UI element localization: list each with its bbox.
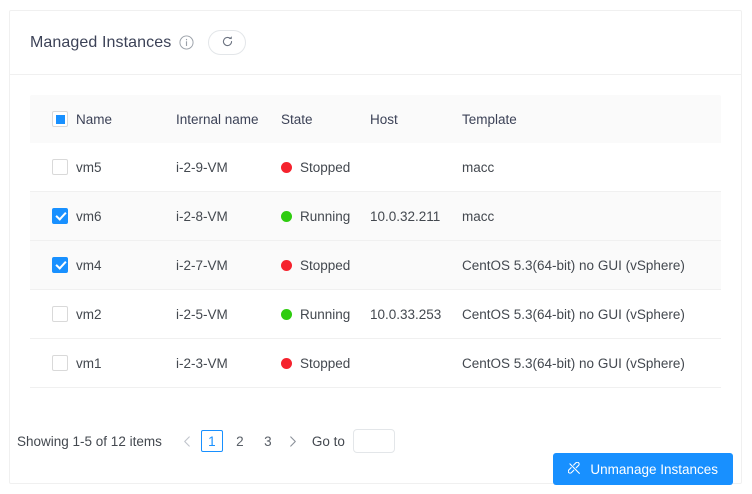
column-header-host[interactable]: Host [370,95,462,143]
cell-host: 10.0.33.253 [370,289,462,339]
cell-internal-name: i-2-5-VM [176,289,281,339]
status-label: Stopped [300,355,351,371]
select-all-header [30,95,76,143]
cell-internal-name: i-2-9-VM [176,143,281,192]
cell-host [370,143,462,192]
cell-template: macc [462,143,721,192]
row-checkbox[interactable] [52,355,68,372]
column-header-state[interactable]: State [281,95,370,143]
cell-template: CentOS 5.3(64-bit) no GUI (vSphere) [462,240,721,290]
table-row[interactable]: vm2 i-2-5-VM Running 10.0.33.253 CentOS … [30,289,721,339]
status-label: Running [300,208,351,224]
chevron-right-icon[interactable] [282,429,304,453]
page-title: Managed Instances [30,33,172,51]
pagination-page-1[interactable]: 1 [200,430,223,452]
cell-template: CentOS 5.3(64-bit) no GUI (vSphere) [462,289,721,339]
cell-internal-name: i-2-7-VM [176,240,281,290]
cell-template: CentOS 5.3(64-bit) no GUI (vSphere) [462,338,721,388]
cell-state: Stopped [281,338,370,388]
table-body: vm5 i-2-9-VM Stopped macc vm [30,143,721,388]
column-header-template[interactable]: Template [462,95,721,143]
row-select-cell [30,191,76,241]
cell-host [370,338,462,388]
column-header-name[interactable]: Name [76,95,176,143]
cell-state: Stopped [281,143,370,192]
cell-name: vm1 [76,338,176,388]
pagination: Showing 1-5 of 12 items 1 2 3 Go to [17,429,395,453]
action-bar: Unmanage Instances [10,453,743,485]
cell-template: macc [462,191,721,241]
table-row[interactable]: vm6 i-2-8-VM Running 10.0.32.211 macc [30,191,721,241]
cell-state: Running [281,191,370,241]
pagination-page-2[interactable]: 2 [236,433,244,449]
status-dot-running [281,210,292,222]
status-dot-stopped [281,357,292,369]
status-dot-running [281,308,292,320]
status-label: Stopped [300,159,351,175]
table-row[interactable]: vm4 i-2-7-VM Stopped CentOS 5.3(64-bit) … [30,240,721,290]
pagination-summary: Showing 1-5 of 12 items [17,433,162,449]
status-dot-stopped [281,259,292,271]
pagination-page-3[interactable]: 3 [264,433,272,449]
status-label: Running [300,306,351,322]
unmanage-instances-label: Unmanage Instances [590,461,718,477]
row-select-cell [30,289,76,339]
refresh-icon [221,35,234,51]
instances-table-wrapper: Name Internal name State Host Template v… [10,75,741,388]
row-checkbox[interactable] [52,257,68,274]
info-circle-icon[interactable] [179,35,194,50]
row-checkbox[interactable] [52,306,68,323]
row-checkbox[interactable] [52,208,68,225]
table-header: Name Internal name State Host Template [30,95,721,143]
cell-internal-name: i-2-3-VM [176,338,281,388]
cell-name: vm5 [76,143,176,192]
cell-name: vm4 [76,240,176,290]
managed-instances-card: Managed Instances [9,10,743,485]
column-header-internal-name[interactable]: Internal name [176,95,281,143]
cell-name: vm6 [76,191,176,241]
row-select-cell [30,240,76,290]
table-header-row: Name Internal name State Host Template [30,95,721,143]
refresh-button[interactable] [208,30,247,55]
cell-host: 10.0.32.211 [370,191,462,241]
cell-state: Running [281,289,370,339]
disconnect-icon [568,462,582,476]
cell-name: vm2 [76,289,176,339]
row-checkbox[interactable] [52,159,68,176]
unmanage-instances-button[interactable]: Unmanage Instances [553,453,733,485]
table-row[interactable]: vm1 i-2-3-VM Stopped CentOS 5.3(64-bit) … [30,338,721,388]
row-select-cell [30,143,76,192]
status-dot-stopped [281,161,292,173]
row-select-cell [30,338,76,388]
card-header: Managed Instances [10,11,741,75]
table-row[interactable]: vm5 i-2-9-VM Stopped macc [30,143,721,192]
cell-host [370,240,462,290]
goto-page-input[interactable] [352,429,395,453]
cell-state: Stopped [281,240,370,290]
instances-table: Name Internal name State Host Template v… [30,95,721,388]
chevron-left-icon[interactable] [176,429,198,453]
status-label: Stopped [300,257,351,273]
goto-label: Go to [311,433,345,449]
cell-internal-name: i-2-8-VM [176,191,281,241]
select-all-checkbox[interactable] [52,111,68,128]
